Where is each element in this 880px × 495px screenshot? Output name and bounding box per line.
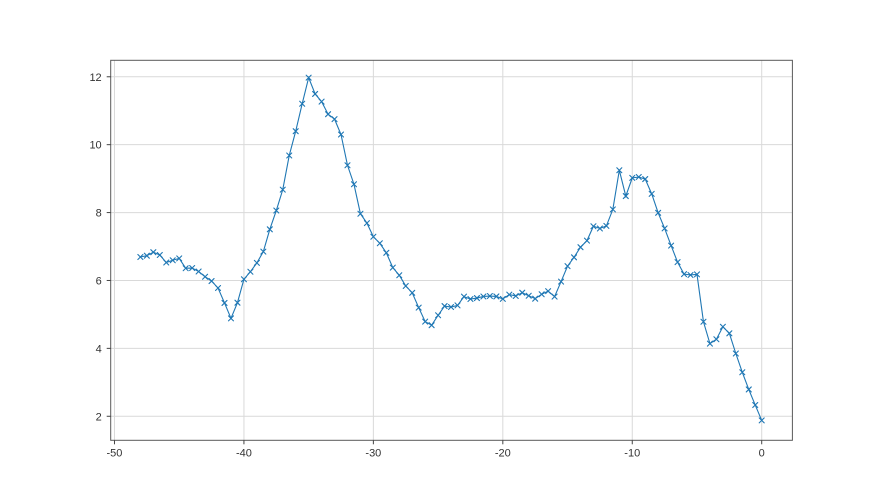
svg-text:-30: -30 bbox=[365, 447, 381, 459]
svg-text:6: 6 bbox=[96, 275, 102, 287]
svg-text:-40: -40 bbox=[236, 447, 252, 459]
svg-text:12: 12 bbox=[89, 72, 101, 84]
svg-text:10: 10 bbox=[89, 140, 101, 152]
svg-text:0: 0 bbox=[759, 447, 765, 459]
svg-text:2: 2 bbox=[96, 411, 102, 423]
svg-text:4: 4 bbox=[96, 343, 102, 355]
svg-text:-20: -20 bbox=[495, 447, 511, 459]
svg-text:-50: -50 bbox=[107, 447, 123, 459]
svg-text:8: 8 bbox=[96, 208, 102, 220]
svg-text:-10: -10 bbox=[624, 447, 640, 459]
